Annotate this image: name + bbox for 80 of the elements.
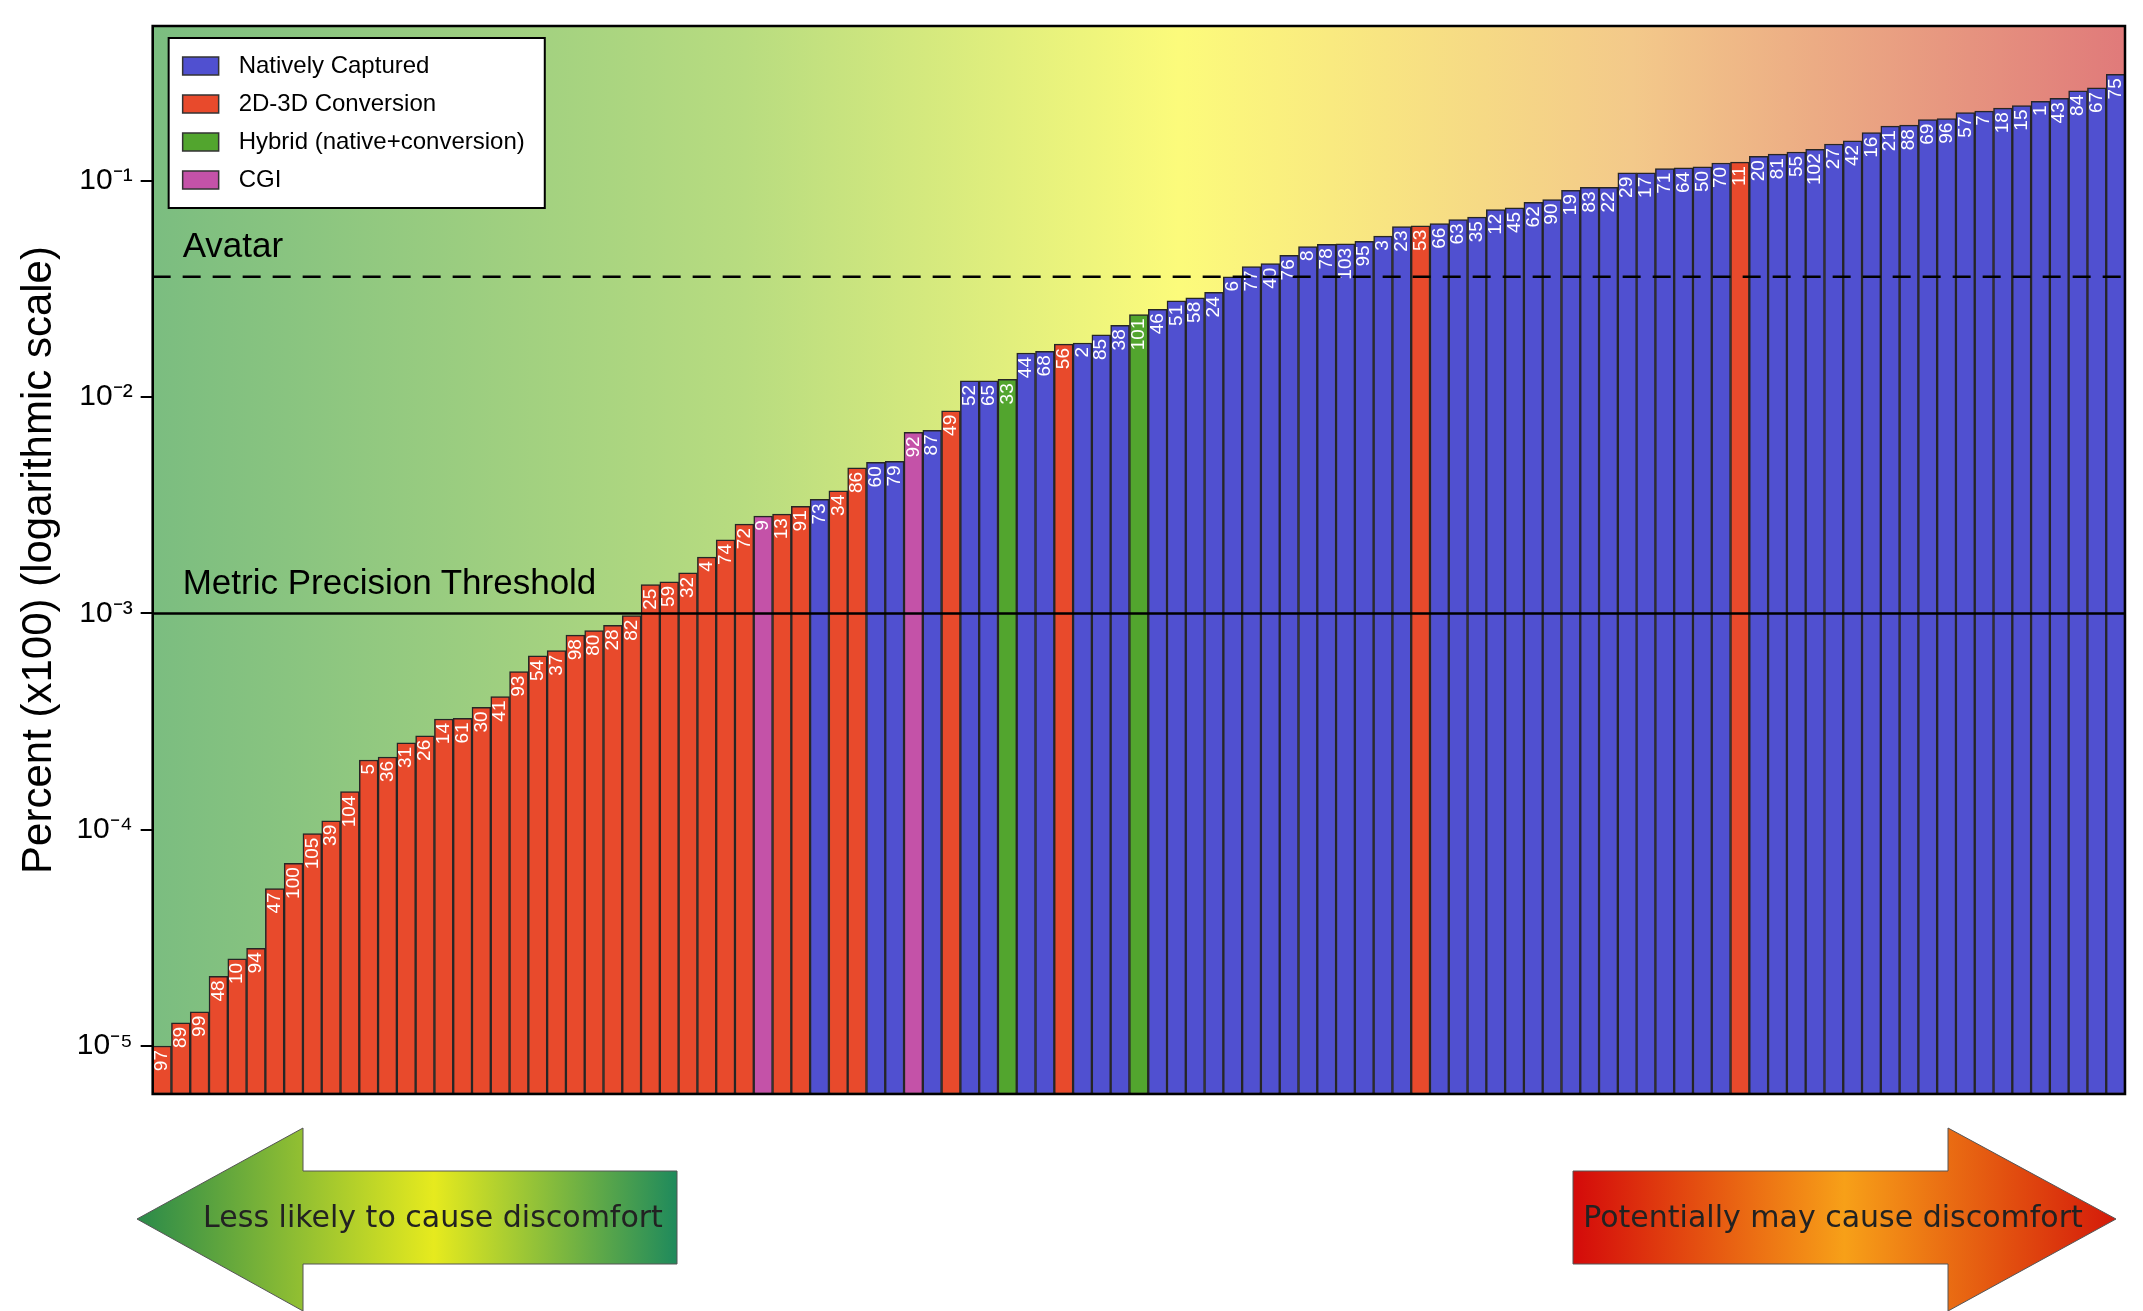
x-tick-label: 41: [488, 700, 510, 722]
x-tick-label: 88: [1897, 129, 1919, 151]
x-tick-label: 77: [1239, 270, 1261, 292]
x-tick-label: 26: [413, 739, 435, 761]
y-tick-label: 10⁻¹: [79, 162, 133, 196]
x-tick-label: 97: [150, 1050, 172, 1072]
ref-line-label: Metric Precision Threshold: [182, 561, 597, 601]
x-tick-label: 96: [1934, 122, 1956, 144]
ref-line-label: Avatar: [182, 224, 284, 264]
x-tick-label: 100: [281, 867, 303, 899]
x-tick-label: 69: [1916, 123, 1937, 145]
x-tick-label: 48: [206, 980, 228, 1002]
x-tick-label: 76: [1277, 259, 1299, 281]
y-axis-title: Percent (x100) (logarithmic scale): [12, 246, 60, 874]
legend-label: Hybrid (native+conversion): [238, 126, 525, 154]
x-tick-label: 80: [582, 634, 604, 656]
x-tick-label: 90: [1540, 203, 1562, 225]
x-tick-label: 22: [1596, 191, 1618, 213]
x-tick-label: 9: [751, 520, 773, 531]
x-tick-label: 47: [262, 892, 284, 914]
x-tick-label: 58: [1183, 301, 1205, 323]
x-tick-label: 30: [469, 711, 491, 733]
x-tick-label: 85: [1089, 338, 1111, 361]
y-tick-label: 10⁻⁵: [76, 1027, 133, 1061]
x-tick-label: 38: [1108, 329, 1130, 351]
x-tick-label: 102: [1803, 153, 1825, 185]
x-tick-label: 59: [657, 585, 679, 607]
x-tick-label: 98: [563, 639, 585, 661]
x-tick-label: 92: [901, 436, 923, 458]
x-tick-label: 55: [1784, 155, 1806, 178]
x-tick-label: 95: [1352, 245, 1374, 267]
text: Potentially may cause discomfort: [1583, 1198, 2083, 1234]
x-tick-label: 24: [1202, 295, 1224, 318]
legend-label: Natively Captured: [238, 50, 430, 78]
x-tick-label: 105: [300, 837, 322, 870]
x-tick-label: 1: [2028, 105, 2050, 116]
x-tick-label: 50: [1690, 170, 1712, 193]
x-tick-label: 32: [676, 576, 698, 599]
x-tick-label: 104: [338, 795, 360, 828]
x-tick-label: 16: [1859, 136, 1881, 158]
legend-label: 2D-3D Conversion: [238, 88, 437, 116]
x-tick-label: 66: [1427, 227, 1449, 249]
y-tick-label: 10⁻²: [79, 378, 133, 412]
y-tick-label: 10⁻³: [79, 594, 133, 628]
x-tick-label: 2: [1070, 346, 1092, 358]
x-tick-label: 6: [1220, 280, 1242, 292]
x-tick-label: 25: [638, 588, 660, 610]
x-tick-label: 45: [1502, 211, 1524, 234]
x-tick-label: 37: [544, 654, 566, 676]
y-tick-label: 10⁻⁴: [76, 810, 133, 844]
x-tick-label: 34: [826, 494, 848, 516]
x-tick-label: 62: [1521, 206, 1543, 228]
x-tick-label: 31: [394, 746, 416, 769]
x-tick-label: 72: [732, 528, 754, 550]
x-tick-label: 84: [2066, 94, 2088, 116]
x-tick-label: 94: [244, 951, 266, 974]
text: Less likely to cause discomfort: [203, 1198, 663, 1234]
x-tick-label: 51: [1164, 304, 1186, 326]
x-tick-label: 7: [1972, 115, 1994, 126]
x-tick-label: 81: [1765, 158, 1787, 180]
x-tick-label: 3: [1371, 240, 1393, 251]
x-tick-label: 39: [319, 824, 341, 846]
x-tick-label: 70: [1709, 166, 1731, 189]
x-tick-label: 49: [939, 414, 961, 436]
x-tick-label: 33: [995, 383, 1017, 405]
x-tick-label: 43: [2047, 102, 2069, 124]
x-tick-label: 36: [375, 760, 397, 783]
legend-label: CGI: [238, 164, 282, 192]
x-tick-label: 44: [1014, 356, 1036, 379]
x-tick-label: 86: [845, 471, 867, 494]
x-tick-label: 63: [1446, 223, 1468, 245]
x-tick-label: 21: [1878, 130, 1900, 152]
x-tick-label: 57: [1953, 116, 1975, 138]
x-tick-label: 103: [1333, 247, 1355, 280]
x-tick-label: 10: [225, 962, 247, 984]
x-tick-label: 5: [356, 764, 378, 775]
x-tick-label: 73: [807, 503, 829, 525]
x-tick-label: 87: [920, 434, 942, 456]
x-tick-label: 29: [1615, 176, 1637, 198]
x-tick-label: 17: [1634, 176, 1656, 198]
